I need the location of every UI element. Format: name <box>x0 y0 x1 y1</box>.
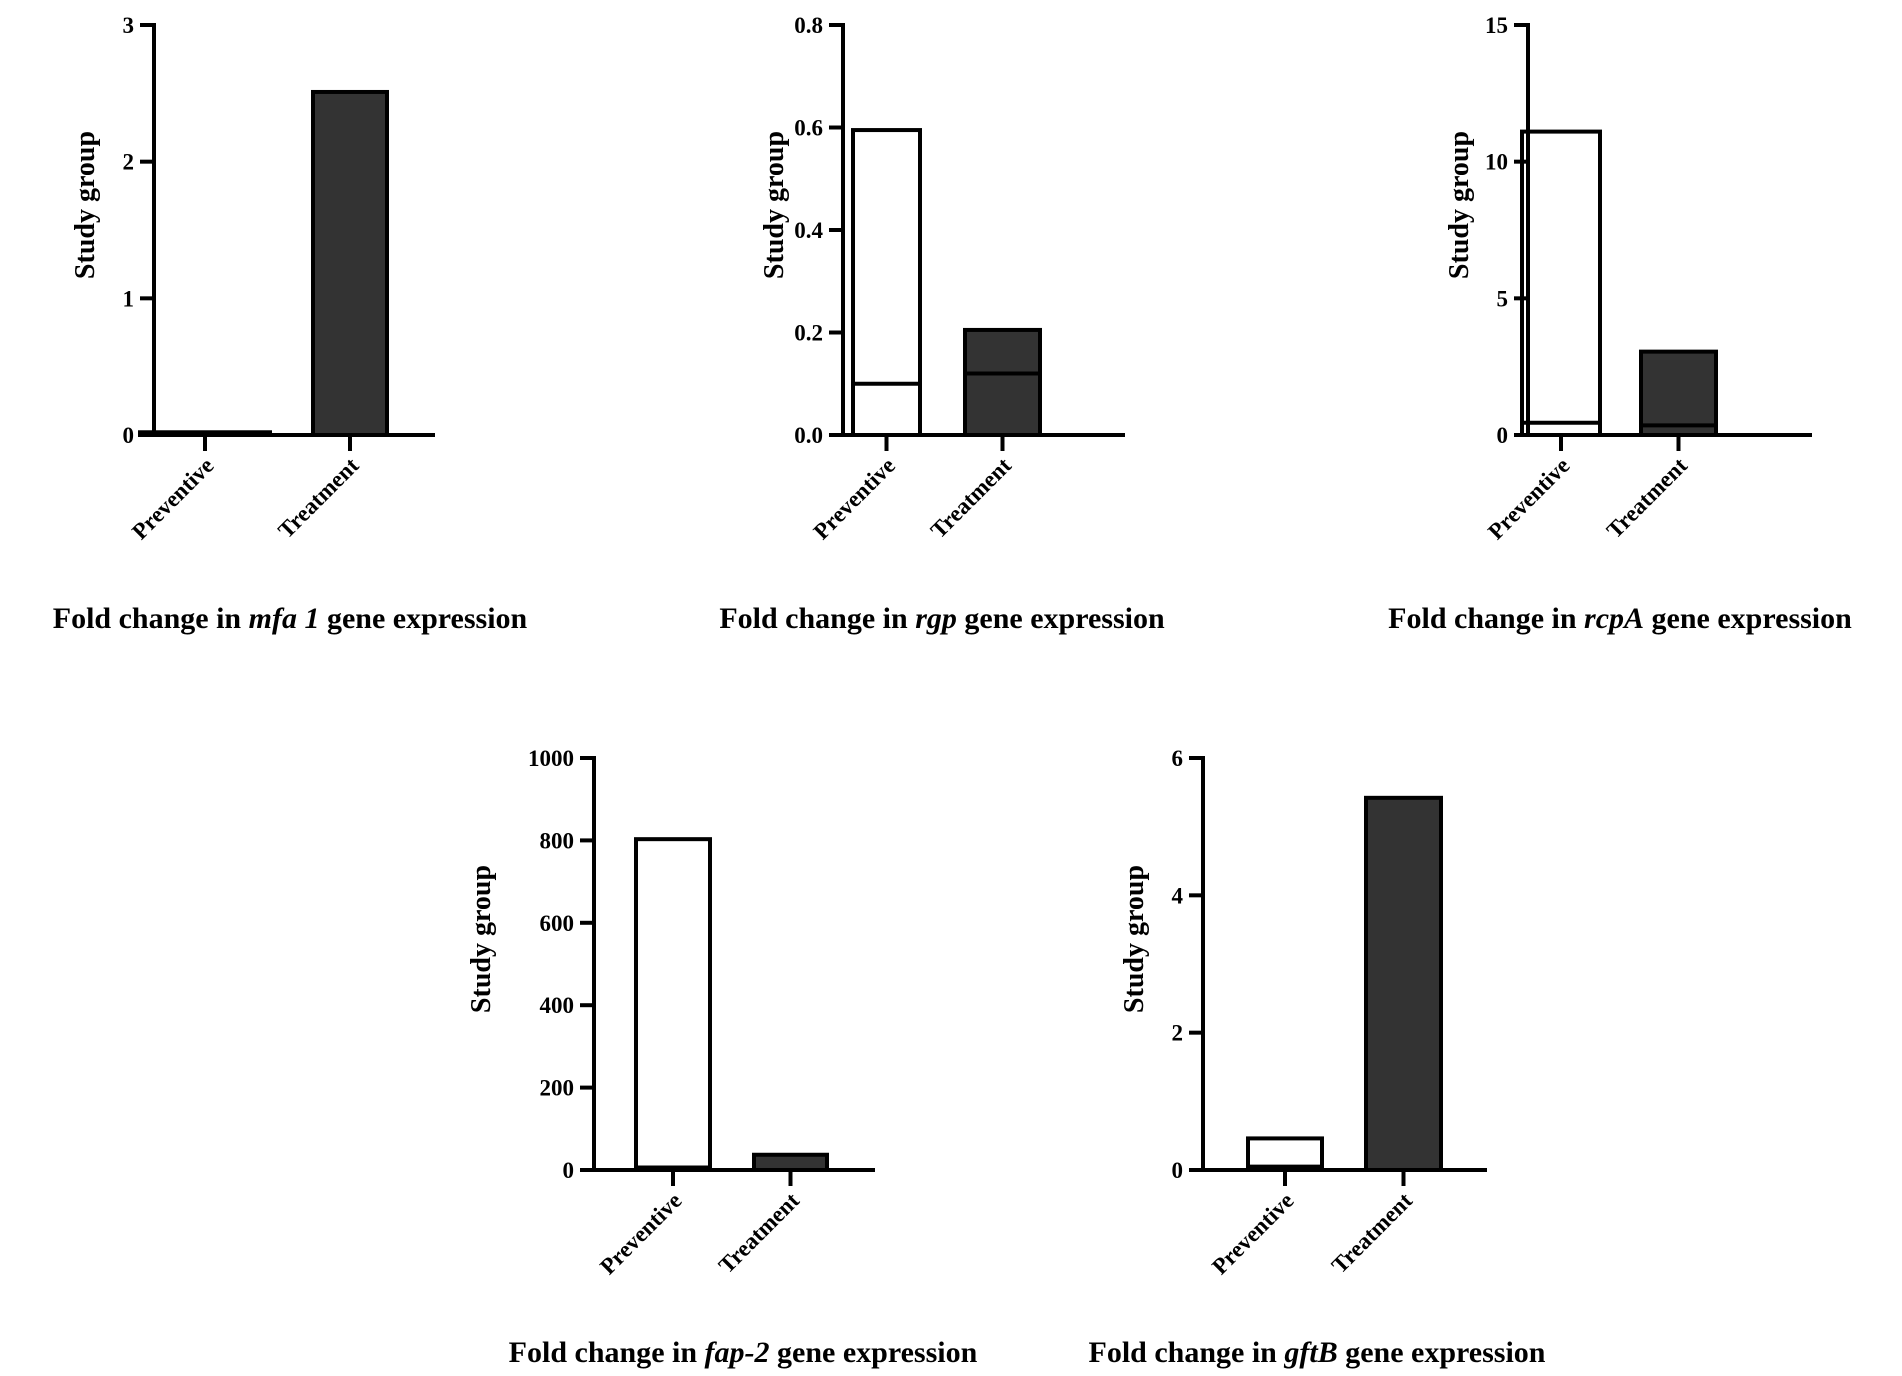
chart-panel-2: 0.0 0.2 0.4 0.6 0.8 Study group Preventive Trea… <box>719 13 1165 635</box>
title-gene-name: fap-2 <box>705 1336 770 1369</box>
bar-preventive <box>851 128 922 437</box>
y-axis-label: Study group <box>1444 131 1475 279</box>
title-prefix: Fold change in <box>1388 602 1584 635</box>
y-tick-label: 200 <box>540 1076 575 1101</box>
title-gene-name: rcpA <box>1584 602 1644 635</box>
title-suffix: gene expression <box>1644 602 1852 635</box>
bar-treatment <box>752 1152 829 1172</box>
y-tick-label: 800 <box>540 828 575 853</box>
category-label-preventive: Preventive <box>1483 453 1574 544</box>
chart-title: Fold change in rcpA gene expression <box>1388 602 1852 635</box>
y-tick-label: 0 <box>1497 423 1509 448</box>
bar-treatment <box>311 89 389 437</box>
y-tick-label: 0 <box>563 1158 575 1183</box>
y-tick-label: 15 <box>1485 13 1508 38</box>
category-label-treatment: Treatment <box>1602 453 1692 543</box>
category-label-preventive: Preventive <box>809 453 900 544</box>
y-tick-label: 1000 <box>528 746 574 771</box>
category-label-treatment: Treatment <box>714 1188 804 1278</box>
bar-treatment <box>963 327 1042 437</box>
category-label-treatment: Treatment <box>273 453 363 543</box>
y-tick-label: 4 <box>1172 883 1184 908</box>
y-axis-label: Study group <box>466 865 497 1013</box>
y-axis-label: Study group <box>1119 865 1150 1013</box>
y-tick-label: 2 <box>123 150 135 175</box>
y-tick-label: 0.8 <box>794 13 823 38</box>
title-suffix: gene expression <box>1338 1336 1546 1369</box>
y-tick-label: 0.6 <box>794 116 823 141</box>
y-axis-label: Study group <box>759 131 790 279</box>
title-gene-name: rgp <box>915 602 957 635</box>
y-tick-label: 6 <box>1172 746 1184 771</box>
title-prefix: Fold change in <box>1089 1336 1285 1369</box>
chart-panel-5: 0 2 4 6 Study group Preventive Treatment Fold c… <box>1089 746 1546 1369</box>
category-label-preventive: Preventive <box>1207 1188 1298 1279</box>
bar-treatment <box>1364 795 1443 1172</box>
bar-preventive <box>634 837 712 1172</box>
title-suffix: gene expression <box>770 1336 978 1369</box>
y-tick-label: 400 <box>540 993 575 1018</box>
category-label-treatment: Treatment <box>926 453 1016 543</box>
y-tick-label: 0.0 <box>794 423 823 448</box>
category-label-treatment: Treatment <box>1327 1188 1417 1278</box>
chart-panel-4: 0 200 400 600 800 1000 Study group Preventive Tr… <box>466 746 978 1369</box>
chart-title: Fold change in rgp gene expression <box>719 602 1165 635</box>
title-suffix: gene expression <box>319 602 527 635</box>
y-tick-label: 0 <box>1172 1158 1184 1183</box>
y-tick-label: 0.2 <box>794 321 823 346</box>
y-tick-label: 10 <box>1485 150 1508 175</box>
chart-panel-3: 0 5 10 15 Study group Preventive Treatment Fold… <box>1388 13 1852 635</box>
category-label-preventive: Preventive <box>127 453 218 544</box>
y-tick-label: 1 <box>123 286 135 311</box>
y-tick-label: 0 <box>123 423 135 448</box>
bar-preventive <box>1520 129 1602 437</box>
title-prefix: Fold change in <box>53 602 249 635</box>
y-tick-label: 5 <box>1497 286 1509 311</box>
title-gene-name: mfa 1 <box>249 602 320 635</box>
chart-panel-1: 0 1 2 3 Study group Preventive Treatment Fold c… <box>53 13 528 635</box>
title-suffix: gene expression <box>957 602 1165 635</box>
title-prefix: Fold change in <box>719 602 915 635</box>
chart-title: Fold change in fap-2 gene expression <box>509 1336 978 1369</box>
y-tick-label: 3 <box>123 13 135 38</box>
chart-title: Fold change in mfa 1 gene expression <box>53 602 528 635</box>
y-tick-label: 600 <box>540 911 575 936</box>
title-prefix: Fold change in <box>509 1336 705 1369</box>
bar-treatment <box>1639 349 1718 437</box>
y-axis-label: Study group <box>70 131 101 279</box>
y-tick-label: 0.4 <box>794 218 823 243</box>
category-label-preventive: Preventive <box>595 1188 686 1279</box>
chart-title: Fold change in gftB gene expression <box>1089 1336 1546 1369</box>
title-gene-name: gftB <box>1283 1336 1337 1369</box>
y-tick-label: 2 <box>1172 1021 1184 1046</box>
